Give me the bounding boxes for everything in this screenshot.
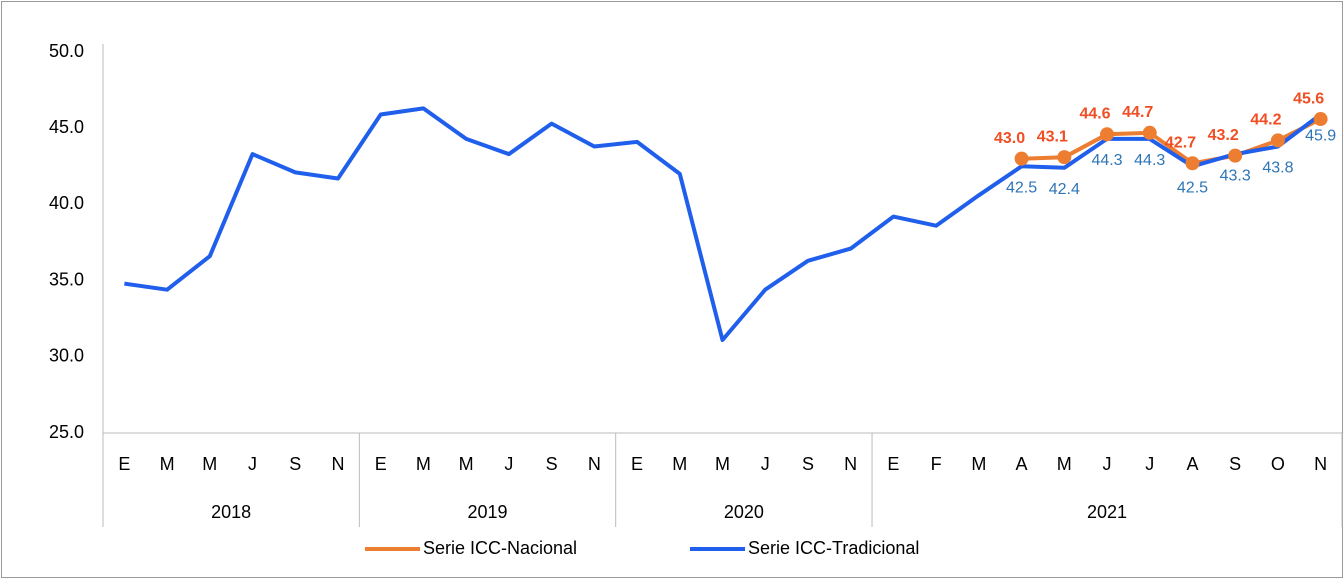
x-tick-label: M xyxy=(715,454,730,474)
point xyxy=(1270,133,1285,148)
value-label: 42.5 xyxy=(1177,180,1208,197)
y-tick-label: 30.0 xyxy=(49,346,84,366)
value-label: 44.6 xyxy=(1079,106,1110,123)
y-tick-label: 50.0 xyxy=(49,41,84,61)
x-tick-label: J xyxy=(504,454,513,474)
x-tick-label: F xyxy=(931,454,942,474)
x-tick-label: M xyxy=(160,454,175,474)
x-tick-label: J xyxy=(248,454,257,474)
value-label: 43.3 xyxy=(1220,167,1251,184)
point xyxy=(1100,127,1115,142)
value-label: 44.2 xyxy=(1250,112,1281,129)
x-tick-label: A xyxy=(1186,454,1198,474)
x-tick-label: S xyxy=(1229,454,1241,474)
x-tick-label: E xyxy=(375,454,387,474)
value-label: 43.0 xyxy=(994,130,1025,147)
legend-label: Serie ICC-Nacional xyxy=(423,538,577,558)
value-label: 42.7 xyxy=(1165,134,1196,151)
x-tick-label: M xyxy=(459,454,474,474)
point xyxy=(1313,112,1328,127)
y-tick-label: 40.0 xyxy=(49,193,84,213)
x-tick-label: N xyxy=(844,454,857,474)
series-line xyxy=(124,106,1322,342)
legend-label: Serie ICC-Tradicional xyxy=(748,538,919,558)
y-tick-label: 35.0 xyxy=(49,269,84,289)
x-group-label: 2019 xyxy=(467,502,507,522)
value-label: 42.4 xyxy=(1049,181,1080,198)
value-label: 44.3 xyxy=(1134,152,1165,169)
x-tick-label: O xyxy=(1271,454,1285,474)
point xyxy=(1228,148,1243,163)
x-tick-label: M xyxy=(971,454,986,474)
value-label: 43.1 xyxy=(1037,128,1068,145)
value-label: 44.3 xyxy=(1091,152,1122,169)
value-label: 42.5 xyxy=(1006,180,1037,197)
x-group-label: 2018 xyxy=(211,502,251,522)
x-tick-label: J xyxy=(761,454,770,474)
point xyxy=(1014,151,1029,166)
value-label: 44.7 xyxy=(1122,104,1153,121)
x-tick-label: S xyxy=(546,454,558,474)
x-tick-label: N xyxy=(588,454,601,474)
value-label: 45.6 xyxy=(1293,90,1324,107)
value-label: 43.8 xyxy=(1262,160,1293,177)
point xyxy=(1057,150,1072,165)
x-tick-label: A xyxy=(1016,454,1028,474)
value-label: 45.9 xyxy=(1305,128,1336,145)
x-tick-label: M xyxy=(202,454,217,474)
x-tick-label: M xyxy=(672,454,687,474)
x-tick-label: S xyxy=(802,454,814,474)
point xyxy=(1185,156,1200,171)
x-tick-label: M xyxy=(1057,454,1072,474)
x-tick-label: E xyxy=(631,454,643,474)
x-tick-label: S xyxy=(289,454,301,474)
x-tick-label: N xyxy=(331,454,344,474)
y-tick-label: 45.0 xyxy=(49,117,84,137)
x-tick-label: M xyxy=(416,454,431,474)
x-group-label: 2021 xyxy=(1087,502,1127,522)
x-group-label: 2020 xyxy=(724,502,764,522)
y-tick-label: 25.0 xyxy=(49,422,84,442)
value-label: 43.2 xyxy=(1208,127,1239,144)
x-tick-label: J xyxy=(1103,454,1112,474)
x-tick-label: J xyxy=(1145,454,1154,474)
x-tick-label: N xyxy=(1314,454,1327,474)
series-line xyxy=(1021,117,1322,166)
x-tick-label: E xyxy=(887,454,899,474)
x-tick-label: E xyxy=(118,454,130,474)
point xyxy=(1142,125,1157,140)
